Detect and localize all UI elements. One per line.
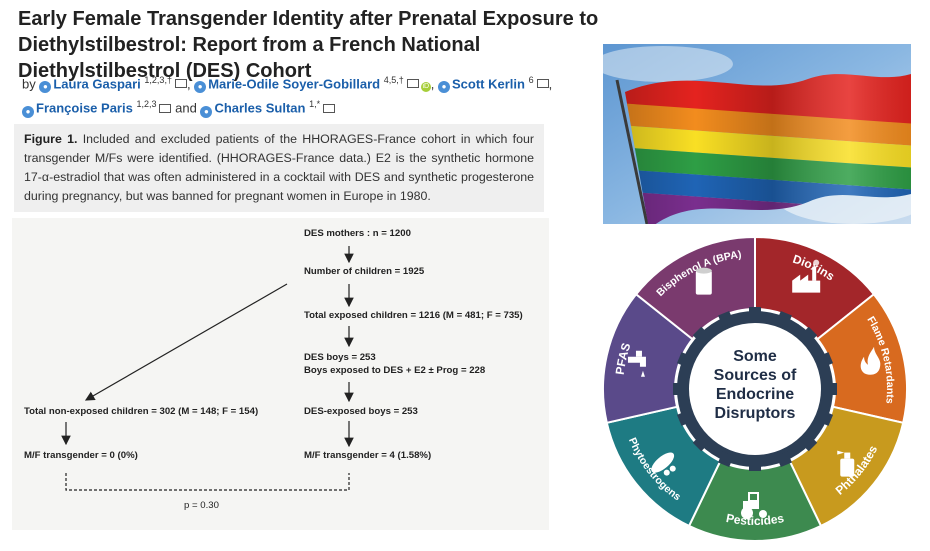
author-affiliation: 4,5,† <box>383 75 404 85</box>
spray-bottle-icon <box>837 450 855 477</box>
p-value: p = 0.30 <box>184 500 219 511</box>
author-icon: ● <box>438 81 451 94</box>
wheel-center-title: Endocrine <box>716 386 794 403</box>
email-icon[interactable] <box>174 79 187 89</box>
caption-text: Included and excluded patients of the HH… <box>24 132 534 203</box>
author-affiliation: 1,2,3 <box>136 99 157 110</box>
cohort-flowchart: DES mothers : n = 1200 Number of childre… <box>12 218 549 530</box>
flowchart-arrows <box>61 246 354 491</box>
author-affiliation: 1,2,3,† <box>144 75 172 85</box>
wheel-center-title: Disruptors <box>715 405 796 422</box>
node-children: Number of children = 1925 <box>304 266 425 277</box>
wheel-graphic: DioxinsFlame RetardantsPhthalatesPestici… <box>601 235 909 543</box>
email-icon[interactable] <box>536 79 549 89</box>
tractor-icon <box>741 492 767 519</box>
fire-icon <box>860 346 881 375</box>
wheel-segment-label: Pesticides <box>725 511 786 528</box>
author-link[interactable]: Marie-Odile Soyer-Gobillard <box>208 76 381 92</box>
author-icon: ● <box>39 81 52 94</box>
email-icon[interactable] <box>406 79 419 89</box>
node-non-exposed: Total non-exposed children = 302 (M = 14… <box>24 406 259 417</box>
email-icon[interactable] <box>323 103 336 113</box>
endocrine-disruptors-wheel: DioxinsFlame RetardantsPhthalatesPestici… <box>598 232 912 546</box>
gear-icon <box>673 307 837 471</box>
faucet-icon <box>627 350 646 377</box>
author-link[interactable]: Charles Sultan <box>214 100 306 116</box>
node-mf-non-exposed: M/F transgender = 0 (0%) <box>24 450 138 461</box>
author-icon: ● <box>22 105 34 118</box>
and-label: and <box>175 100 197 116</box>
author-icon: ● <box>194 81 207 94</box>
node-exposed-children: Total exposed children = 1216 (M = 481; … <box>304 310 523 321</box>
article-title: Early Female Transgender Identity after … <box>18 8 599 82</box>
rainbow-flag-image <box>603 44 911 224</box>
arrow-children-nonexposed <box>84 283 288 401</box>
author-icon: ● <box>200 105 213 118</box>
wheel-center-title: Sources of <box>714 367 797 384</box>
author-affiliation: 6 <box>528 75 534 85</box>
can-icon <box>695 267 712 295</box>
comparison-bracket <box>65 473 350 491</box>
rainbow-flag-icon <box>603 44 911 224</box>
author-link[interactable]: Françoise Paris <box>36 100 133 116</box>
figure-caption: Figure 1. Included and excluded patients… <box>14 124 544 212</box>
wheel-center-title: Some <box>733 348 777 365</box>
node-des-boys: DES boys = 253 <box>304 352 376 363</box>
figure-label: Figure 1. <box>24 132 78 146</box>
orcid-icon[interactable]: iD <box>420 82 431 93</box>
factory-icon <box>792 259 821 293</box>
author-link[interactable]: Laura Gaspari <box>53 76 141 92</box>
author-list: by ● Laura Gaspari 1,2,3,†, ● Marie-Odile … <box>22 75 553 118</box>
node-mf-exposed: M/F transgender = 4 (1.58%) <box>304 450 432 461</box>
node-boys-e2: Boys exposed to DES + E2 ± Prog = 228 <box>304 365 486 376</box>
by-label: by <box>22 76 36 92</box>
author-affiliation: 1,* <box>309 99 321 110</box>
node-exposed-boys: DES-exposed boys = 253 <box>304 406 418 417</box>
email-icon[interactable] <box>159 103 172 113</box>
node-des-mothers: DES mothers : n = 1200 <box>304 228 411 239</box>
soybean-icon <box>651 452 676 476</box>
author-link[interactable]: Scott Kerlin <box>452 76 525 92</box>
